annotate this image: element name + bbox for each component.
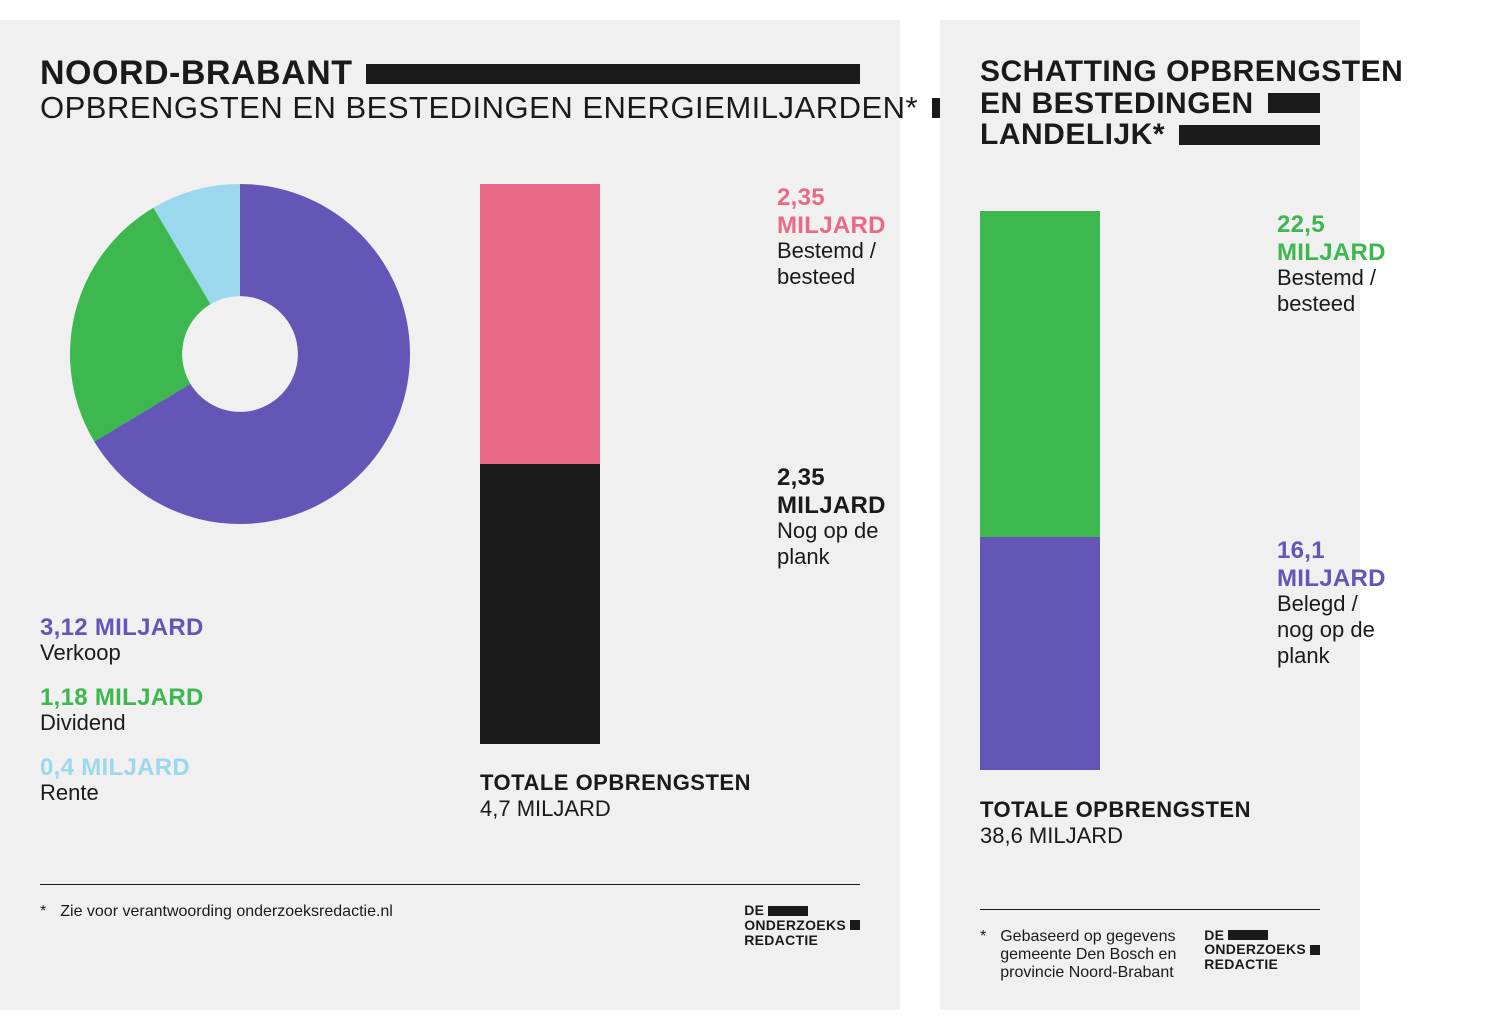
total-value: 4,7 MILJARD: [480, 796, 751, 822]
footnote-left: * Zie voor verantwoording onderzoeksreda…: [40, 903, 393, 921]
segment-desc: Nog op de plank: [777, 518, 886, 570]
legend-label: Dividend: [40, 710, 440, 736]
title-r3: LANDELIJK*: [980, 119, 1165, 151]
bar-segment-label: 2,35 MILJARDBestemd / besteed: [777, 184, 886, 290]
logo-line3: REDACTIE: [744, 933, 818, 948]
total-block-left: TOTALE OPBRENGSTEN 4,7 MILJARD: [480, 770, 751, 822]
bar-column-left: TOTALE OPBRENGSTEN 4,7 MILJARD 2,35 MILJ…: [480, 184, 860, 824]
donut-chart: [70, 184, 410, 524]
bar-segment: [980, 211, 1100, 537]
panel-noord-brabant: NOORD-BRABANT OPBRENGSTEN EN BESTEDINGEN…: [0, 20, 900, 1010]
donut-legend: 3,12 MILJARDVerkoop 1,18 MILJARDDividend 0…: [40, 614, 440, 806]
logo-bar: [768, 906, 808, 916]
legend-item: 1,18 MILJARDDividend: [40, 684, 440, 736]
page-container: NOORD-BRABANT OPBRENGSTEN EN BESTEDINGEN…: [0, 20, 1500, 1010]
title-block-right: SCHATTING OPBRENGSTEN EN BESTEDINGEN LAN…: [980, 56, 1320, 151]
logo-line1: DE: [1204, 928, 1224, 943]
legend-value: 0,4 MILJARD: [40, 754, 440, 782]
segment-value: 22,5 MILJARD: [1277, 211, 1386, 267]
logo-bar: [1310, 945, 1320, 955]
segment-desc: Belegd / nog op de plank: [1277, 591, 1386, 669]
footnote-text: Zie voor verantwoording onderzoeksredact…: [60, 903, 393, 921]
bar-segment: [480, 184, 600, 464]
logo: DE ONDERZOEKS REDACTIE: [744, 903, 860, 947]
title-bar: [1179, 125, 1320, 145]
donut-column: 3,12 MILJARDVerkoop 1,18 MILJARDDividend 0…: [40, 184, 440, 824]
legend-item: 0,4 MILJARDRente: [40, 754, 440, 806]
legend-label: Rente: [40, 780, 440, 806]
logo-line1: DE: [744, 903, 764, 918]
total-block-right: TOTALE OPBRENGSTEN 38,6 MILJARD: [980, 797, 1251, 849]
total-value: 38,6 MILJARD: [980, 823, 1251, 849]
title-r2: EN BESTEDINGEN: [980, 88, 1254, 120]
title-bar: [366, 64, 860, 84]
segment-value: 16,1 MILJARD: [1277, 537, 1386, 593]
footnote-star: *: [40, 903, 46, 921]
title-block-left: NOORD-BRABANT OPBRENGSTEN EN BESTEDINGEN…: [40, 56, 860, 124]
logo-bar: [1228, 930, 1268, 940]
legend-label: Verkoop: [40, 640, 440, 666]
title-bold-left: NOORD-BRABANT: [40, 56, 352, 92]
logo-line3: REDACTIE: [1204, 957, 1278, 972]
footer-left: * Zie voor verantwoording onderzoeksreda…: [40, 884, 860, 947]
title-bar: [1268, 93, 1320, 113]
legend-item: 3,12 MILJARDVerkoop: [40, 614, 440, 666]
title-r1: SCHATTING OPBRENGSTEN: [980, 56, 1403, 88]
footer-right: * Gebaseerd op gegevens gemeente Den Bos…: [980, 909, 1320, 982]
bar-segment: [980, 537, 1100, 771]
footnote-text: Gebaseerd op gegevens gemeente Den Bosch…: [1000, 928, 1184, 982]
bar-segment: [480, 464, 600, 744]
logo-line2: ONDERZOEKS: [1204, 942, 1306, 957]
stacked-bar-right: [980, 211, 1100, 771]
bar-segment-label: 2,35 MILJARDNog op de plank: [777, 464, 886, 570]
logo-line2: ONDERZOEKS: [744, 918, 846, 933]
panel-landelijk: SCHATTING OPBRENGSTEN EN BESTEDINGEN LAN…: [940, 20, 1360, 1010]
segment-value: 2,35 MILJARD: [777, 184, 886, 240]
bar-segment-label: 16,1 MILJARDBelegd / nog op de plank: [1277, 537, 1386, 669]
segment-value: 2,35 MILJARD: [777, 464, 886, 520]
stacked-bar-left: [480, 184, 600, 744]
segment-desc: Bestemd / besteed: [777, 238, 886, 290]
bar-right-labels: 22,5 MILJARDBestemd / besteed16,1 MILJAR…: [1277, 211, 1320, 771]
segment-desc: Bestemd / besteed: [1277, 265, 1386, 317]
legend-value: 1,18 MILJARD: [40, 684, 440, 712]
logo-bar: [850, 920, 860, 930]
total-title: TOTALE OPBRENGSTEN: [480, 770, 751, 796]
right-content: TOTALE OPBRENGSTEN 38,6 MILJARD 22,5 MIL…: [980, 211, 1320, 849]
title-light-left: OPBRENGSTEN EN BESTEDINGEN ENERGIEMILJAR…: [40, 92, 918, 125]
bar-left-labels: 2,35 MILJARDBestemd / besteed2,35 MILJAR…: [777, 184, 860, 744]
footnote-star: *: [980, 928, 986, 982]
footnote-right: * Gebaseerd op gegevens gemeente Den Bos…: [980, 928, 1184, 982]
left-content: 3,12 MILJARDVerkoop 1,18 MILJARDDividend 0…: [40, 184, 860, 824]
total-title: TOTALE OPBRENGSTEN: [980, 797, 1251, 823]
bar-segment-label: 22,5 MILJARDBestemd / besteed: [1277, 211, 1386, 317]
legend-value: 3,12 MILJARD: [40, 614, 440, 642]
logo: DE ONDERZOEKS REDACTIE: [1204, 928, 1320, 972]
